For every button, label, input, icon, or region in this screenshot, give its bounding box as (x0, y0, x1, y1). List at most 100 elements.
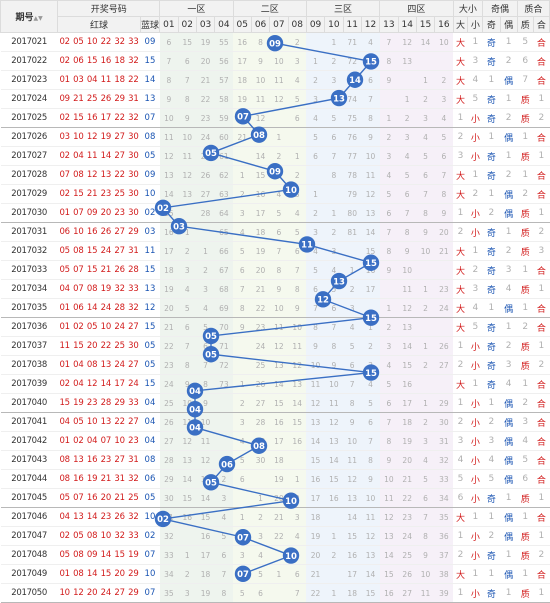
table-row: 2017044 08 16 19 21 31 32 06 29 14 13 2 6 19 1 16 15 12 9 1… (0, 469, 550, 489)
parity-cell-0: 奇 (482, 89, 500, 109)
miss-cell-04: 69 (214, 298, 234, 318)
miss-cell-13: 4 (379, 355, 399, 375)
miss-cell-01: 16 (159, 222, 179, 242)
miss-cell-01: 10 (159, 108, 179, 128)
miss-cell-05: 4 (233, 564, 252, 584)
parity-cell-1: 偶 (500, 393, 518, 413)
miss-cell-11: 4 (343, 317, 362, 337)
red-ball-cell: 32 (126, 298, 141, 318)
miss-cell-07: 20 (269, 488, 289, 508)
miss-cell-03: 19 (196, 32, 215, 52)
blue-ball-cell: 15 (140, 374, 160, 394)
miss-cell-03: 6 (196, 336, 215, 356)
primality-cell-0: 1 (517, 260, 534, 280)
parity-cell-1: 偶 (500, 450, 518, 470)
red-ball-cell: 20 (85, 336, 99, 356)
red-ball-cell: 26 (112, 507, 127, 527)
blue-ball-cell: 15 (140, 51, 160, 71)
issue-cell: 2017029 (0, 184, 58, 204)
primality-cell-1: 合 (533, 298, 550, 318)
red-ball-cell: 27 (112, 241, 127, 261)
miss-cell-03: 7 (196, 355, 215, 375)
miss-cell-11: 2 (343, 279, 362, 299)
red-ball-cell: 30 (126, 146, 141, 166)
blue-col-header-16: 16 (434, 16, 454, 33)
blue-col-header-14: 14 (397, 16, 417, 33)
miss-cell-08: 2 (288, 32, 307, 52)
miss-cell-06: 1 (251, 488, 270, 508)
miss-cell-08: 5 (288, 545, 307, 565)
miss-cell-07: 18 (269, 450, 289, 470)
primality-cell-1: 2 (533, 108, 550, 128)
miss-cell-07: 14 (269, 374, 289, 394)
red-ball-cell: 19 (126, 545, 141, 565)
miss-cell-11 (343, 241, 362, 261)
miss-cell-12: 14 (361, 222, 380, 242)
miss-cell-10: 3 (324, 70, 344, 90)
miss-cell-06: 20 (251, 260, 270, 280)
parity-cell-1: 偶 (500, 298, 518, 318)
miss-cell-12: 12 (361, 184, 380, 204)
blue-ball-cell: 04 (140, 431, 160, 451)
miss-cell-11: 79 (343, 184, 362, 204)
size-cell-0: 3 (453, 146, 468, 166)
miss-cell-03: 16 (196, 526, 215, 546)
red-ball-cell: 02 (71, 317, 86, 337)
red-ball-cell: 01 (57, 564, 72, 584)
zone-2-header: 二区 (232, 0, 307, 17)
miss-cell-11: 16 (343, 545, 362, 565)
miss-cell-09: 1 (306, 184, 325, 204)
miss-cell-12: 8 (361, 108, 380, 128)
miss-cell-10: 7 (324, 146, 344, 166)
miss-cell-13: 3 (379, 146, 399, 166)
red-ball-cell: 13 (71, 507, 86, 527)
miss-cell-02: 5 (178, 298, 197, 318)
miss-cell-16: 8 (434, 184, 454, 204)
miss-cell-11: 76 (343, 127, 362, 147)
red-ball-cell: 27 (112, 222, 127, 242)
sort-icon[interactable]: ▲▼ (33, 15, 43, 22)
blue-ball-cell: 05 (140, 336, 160, 356)
miss-cell-15: 1 (416, 279, 435, 299)
primality-cell-0: 质 (517, 279, 534, 299)
miss-cell-04: 59 (214, 108, 234, 128)
red-ball-cell: 04 (85, 431, 99, 451)
miss-cell-14: 22 (398, 488, 417, 508)
issue-cell: 2017033 (0, 260, 58, 280)
primality-cell-1: 合 (533, 32, 550, 52)
miss-cell-05: 4 (233, 222, 252, 242)
primality-cell-0: 1 (517, 127, 534, 147)
red-ball-cell: 15 (57, 393, 72, 413)
red-ball-cell: 10 (85, 32, 99, 52)
size-cell-1: 1 (467, 241, 483, 261)
miss-cell-04: 3 (214, 488, 234, 508)
red-ball-cell: 13 (98, 165, 113, 185)
size-cell-1: 小 (467, 412, 483, 432)
miss-cell-12: 5 (361, 51, 380, 71)
miss-cell-09: 12 (306, 393, 325, 413)
miss-cell-13: 8 (379, 241, 399, 261)
primality-cell-1: 合 (533, 70, 550, 90)
miss-cell-14: 13 (398, 51, 417, 71)
size-cell-1: 2 (467, 184, 483, 204)
miss-cell-08: 13 (288, 374, 307, 394)
table-row: 2017026 03 10 12 19 27 30 08 11 10 24 60 21 13 1 5 6 76 9 2… (0, 127, 550, 147)
miss-cell-12: 2 (361, 336, 380, 356)
red-ball-cell: 09 (85, 545, 99, 565)
miss-cell-06: 27 (251, 393, 270, 413)
miss-cell-06: 10 (251, 70, 270, 90)
red-ball-cell: 14 (85, 298, 99, 318)
miss-cell-14: 27 (398, 583, 417, 603)
miss-cell-07: 1 (269, 564, 289, 584)
red-ball-cell: 15 (112, 545, 127, 565)
miss-cell-08: 15 (288, 412, 307, 432)
issue-header[interactable]: 期号▲▼ (0, 0, 59, 33)
red-ball-cell: 21 (112, 488, 127, 508)
red-ball-cell: 15 (85, 241, 99, 261)
miss-cell-01: 9 (159, 89, 179, 109)
miss-cell-05: 3 (233, 203, 252, 223)
size-cell-0: 2 (453, 355, 468, 375)
blue-col-header-06: 06 (250, 16, 271, 33)
red-ball-cell: 13 (98, 412, 113, 432)
miss-cell-08: 2 (288, 165, 307, 185)
